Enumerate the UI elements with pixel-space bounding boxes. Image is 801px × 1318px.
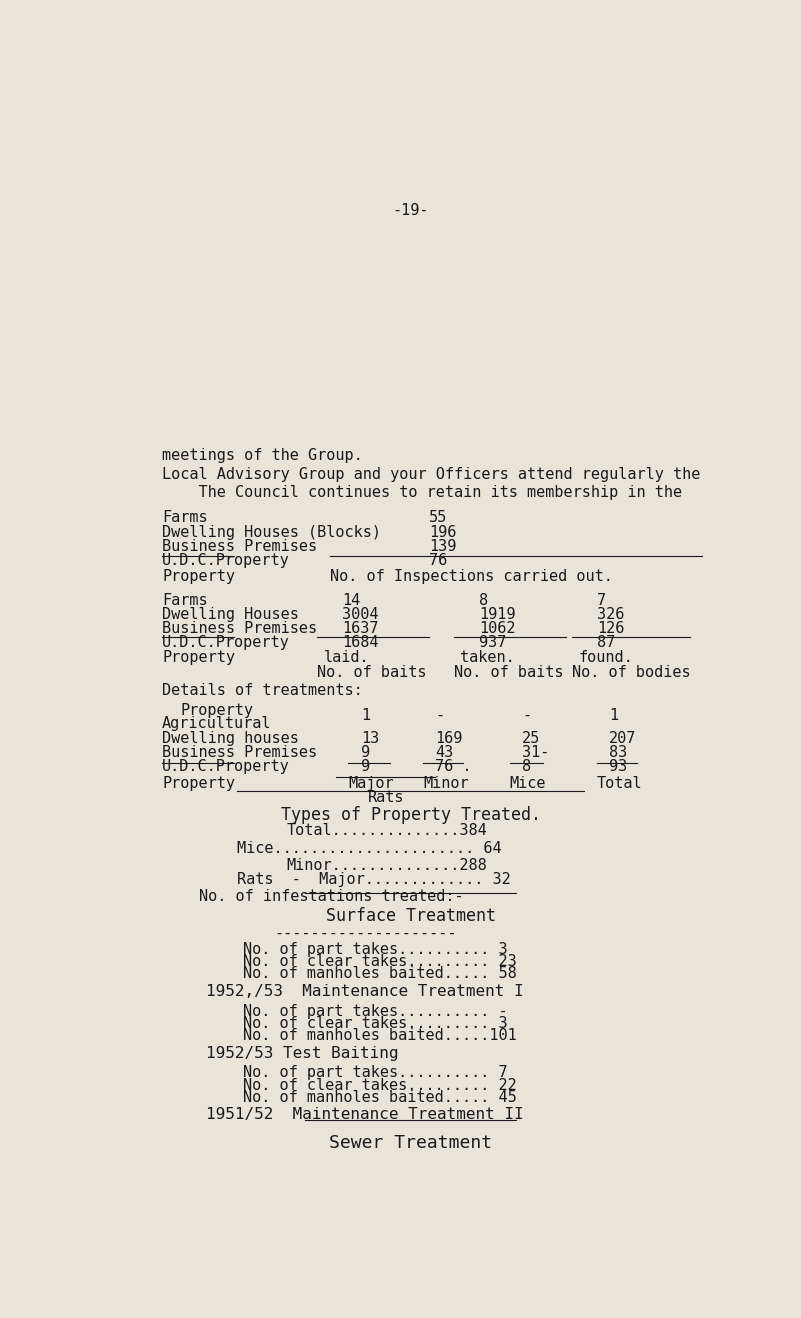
Text: Property: Property [162, 569, 235, 584]
Text: Details of treatments:: Details of treatments: [162, 683, 363, 697]
Text: Total: Total [597, 776, 642, 791]
Text: 1919: 1919 [479, 606, 515, 622]
Text: Business Premises: Business Premises [162, 745, 317, 759]
Text: Business Premises: Business Premises [162, 539, 317, 554]
Text: Sewer Treatment: Sewer Treatment [329, 1135, 492, 1152]
Text: Mice: Mice [509, 776, 546, 791]
Text: 3004: 3004 [342, 606, 379, 622]
Text: Property: Property [162, 650, 235, 666]
Text: U.D.C.Property: U.D.C.Property [162, 554, 290, 568]
Text: No. of manholes baited.....101: No. of manholes baited.....101 [243, 1028, 517, 1043]
Text: 93: 93 [609, 759, 627, 774]
Text: 55: 55 [429, 510, 448, 526]
Text: 9: 9 [360, 745, 370, 759]
Text: 1062: 1062 [479, 621, 515, 637]
Text: Total..............384: Total..............384 [286, 822, 487, 838]
Text: 1: 1 [609, 708, 618, 724]
Text: Major: Major [348, 776, 394, 791]
Text: No. of Inspections carried out.: No. of Inspections carried out. [330, 569, 613, 584]
Text: 1952/53 Test Baiting: 1952/53 Test Baiting [206, 1046, 398, 1061]
Text: 7: 7 [597, 593, 606, 608]
Text: No. of part takes.......... 3: No. of part takes.......... 3 [243, 941, 508, 957]
Text: found.: found. [578, 650, 633, 666]
Text: 14: 14 [342, 593, 360, 608]
Text: laid.: laid. [324, 650, 369, 666]
Text: No. of infestations treated:-: No. of infestations treated:- [199, 888, 464, 904]
Text: No. of part takes.......... -: No. of part takes.......... - [243, 1003, 508, 1019]
Text: 326: 326 [597, 606, 624, 622]
Text: 1684: 1684 [342, 635, 379, 650]
Text: 1952,/53  Maintenance Treatment I: 1952,/53 Maintenance Treatment I [206, 985, 523, 999]
Text: 207: 207 [609, 730, 637, 746]
Text: 76 .: 76 . [436, 759, 472, 774]
Text: 1951/52  Maintenance Treatment II: 1951/52 Maintenance Treatment II [206, 1107, 523, 1122]
Text: --------------------: -------------------- [274, 925, 457, 941]
Text: No. of baits: No. of baits [454, 664, 563, 680]
Text: Mice...................... 64: Mice...................... 64 [237, 841, 501, 857]
Text: The Council continues to retain its membership in the: The Council continues to retain its memb… [162, 485, 682, 500]
Text: U.D.C.Property: U.D.C.Property [162, 635, 290, 650]
Text: No. of manholes baited..... 58: No. of manholes baited..... 58 [243, 966, 517, 981]
Text: 196: 196 [429, 525, 457, 539]
Text: 1637: 1637 [342, 621, 379, 637]
Text: Dwelling Houses (Blocks): Dwelling Houses (Blocks) [162, 525, 381, 539]
Text: 1: 1 [360, 708, 370, 724]
Text: 8: 8 [522, 759, 531, 774]
Text: 139: 139 [429, 539, 457, 554]
Text: Farms: Farms [162, 510, 207, 526]
Text: Local Advisory Group and your Officers attend regularly the: Local Advisory Group and your Officers a… [162, 467, 701, 481]
Text: 126: 126 [597, 621, 624, 637]
Text: Property: Property [162, 776, 235, 791]
Text: Rats: Rats [368, 791, 404, 805]
Text: No. of bodies: No. of bodies [572, 664, 690, 680]
Text: 83: 83 [609, 745, 627, 759]
Text: 937: 937 [479, 635, 506, 650]
Text: U.D.C.Property: U.D.C.Property [162, 759, 290, 774]
Text: No. of part takes.......... 7: No. of part takes.......... 7 [243, 1065, 508, 1081]
Text: Minor: Minor [423, 776, 469, 791]
Text: Business Premises: Business Premises [162, 621, 317, 637]
Text: Minor..............288: Minor..............288 [286, 858, 487, 874]
Text: 13: 13 [360, 730, 379, 746]
Text: No. of clear takes......... 3: No. of clear takes......... 3 [243, 1016, 508, 1031]
Text: -: - [522, 708, 531, 724]
Text: 76: 76 [429, 554, 448, 568]
Text: Rats  -  Major............. 32: Rats - Major............. 32 [237, 871, 510, 887]
Text: -: - [436, 708, 445, 724]
Text: No. of manholes baited..... 45: No. of manholes baited..... 45 [243, 1090, 517, 1104]
Text: 87: 87 [597, 635, 615, 650]
Text: Property: Property [181, 702, 254, 718]
Text: 25: 25 [522, 730, 541, 746]
Text: No. of clear takes......... 22: No. of clear takes......... 22 [243, 1078, 517, 1093]
Text: Agricultural: Agricultural [162, 717, 272, 731]
Text: Farms: Farms [162, 593, 207, 608]
Text: Surface Treatment: Surface Treatment [325, 907, 496, 925]
Text: No. of baits: No. of baits [317, 664, 427, 680]
Text: taken.: taken. [460, 650, 515, 666]
Text: 43: 43 [436, 745, 453, 759]
Text: 31-: 31- [522, 745, 549, 759]
Text: meetings of the Group.: meetings of the Group. [162, 448, 363, 464]
Text: 9: 9 [360, 759, 370, 774]
Text: Dwelling houses: Dwelling houses [162, 730, 299, 746]
Text: 169: 169 [436, 730, 463, 746]
Text: Types of Property Treated.: Types of Property Treated. [280, 805, 541, 824]
Text: -19-: -19- [392, 203, 429, 217]
Text: No. of clear takes......... 23: No. of clear takes......... 23 [243, 954, 517, 969]
Text: Dwelling Houses: Dwelling Houses [162, 606, 299, 622]
Text: 8: 8 [479, 593, 488, 608]
